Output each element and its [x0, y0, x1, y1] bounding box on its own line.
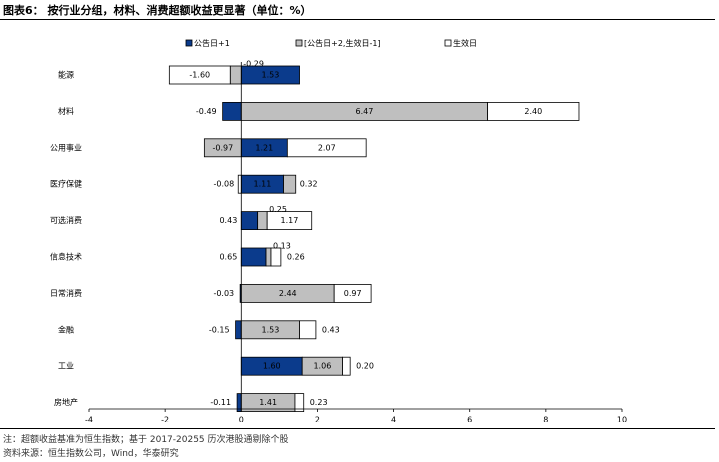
category-label: 金融	[58, 324, 74, 334]
data-label: 0.25	[269, 205, 287, 214]
category-label: 能源	[58, 70, 74, 80]
bar-segment	[283, 174, 297, 194]
bar-segment	[270, 247, 282, 267]
bar-segment	[265, 247, 272, 267]
data-label: 2.07	[318, 143, 336, 152]
data-label: -0.29	[243, 60, 264, 69]
x-tick-label: 0	[239, 416, 244, 423]
data-label: -0.08	[214, 180, 235, 189]
bar-segment	[342, 356, 351, 376]
category-label: 材料	[58, 106, 74, 116]
data-label: 6.47	[356, 107, 374, 116]
category-label: 工业	[58, 361, 74, 371]
data-label: -1.60	[189, 71, 210, 80]
title-divider	[0, 19, 715, 20]
data-label: 0.43	[219, 216, 237, 225]
data-label: 1.06	[313, 362, 331, 371]
data-label: 0.65	[219, 253, 237, 262]
x-tick-label: 10	[617, 416, 627, 423]
data-label: -0.97	[212, 143, 233, 152]
x-tick-label: 2	[315, 416, 320, 423]
data-label: 1.17	[281, 216, 299, 225]
category-label: 可选消费	[50, 215, 82, 225]
category-label: 房地产	[54, 397, 78, 407]
data-label: 0.20	[356, 362, 374, 371]
legend-swatch	[444, 39, 452, 47]
bar-segment	[168, 65, 231, 85]
data-label: 1.60	[263, 362, 281, 371]
data-label: 0.97	[344, 289, 362, 298]
data-label: 0.26	[287, 253, 305, 262]
category-label: 日常消费	[50, 288, 82, 298]
x-tick-label: -4	[85, 416, 93, 423]
x-tick-label: 8	[543, 416, 548, 423]
data-label: 0.13	[273, 242, 291, 251]
bar-segment	[266, 211, 313, 231]
data-label: 1.53	[262, 325, 280, 334]
data-label: 1.21	[255, 143, 273, 152]
data-label: -0.03	[213, 289, 234, 298]
bar-segment	[299, 320, 317, 340]
title-bar: 图表6： 按行业分组，材料、消费超额收益更显著（单位：%）	[0, 0, 719, 18]
category-label: 信息技术	[50, 252, 82, 262]
bar-segment	[286, 138, 367, 158]
bar-segment	[229, 65, 242, 85]
source-note: 资料来源：恒生指数公司，Wind，华泰研究	[3, 449, 179, 459]
bar-segment	[487, 102, 580, 121]
data-label: 2.44	[279, 289, 297, 298]
data-label: -0.49	[196, 107, 217, 116]
legend-label: [公告日+2,生效日-1]	[304, 38, 381, 48]
data-label: -0.11	[210, 398, 231, 407]
data-label: 0.23	[310, 398, 328, 407]
data-label: 1.11	[254, 180, 272, 189]
data-label: 0.43	[322, 325, 340, 334]
data-label: 1.41	[259, 398, 277, 407]
category-label: 医疗保健	[50, 179, 82, 189]
bar-segment	[294, 393, 305, 413]
bar-segment	[333, 283, 372, 303]
x-tick-label: 6	[467, 416, 472, 423]
bar-segment	[237, 174, 242, 194]
bar-segment	[235, 320, 242, 340]
data-label: -0.15	[209, 325, 230, 334]
category-label: 公用事业	[50, 142, 82, 152]
bar-segment	[257, 211, 268, 231]
data-label: 1.53	[262, 71, 280, 80]
footnote: 注：超额收益基准为恒生指数；基于 2017-20255 历次港股通剔除个股	[3, 435, 289, 445]
bar-segment	[240, 211, 259, 231]
footer-divider	[0, 428, 715, 429]
x-tick-label: -2	[161, 416, 169, 423]
x-tick-label: 4	[391, 416, 396, 423]
data-label: 2.40	[524, 107, 542, 116]
figure-title: 图表6： 按行业分组，材料、消费超额收益更显著（单位：%）	[3, 4, 312, 17]
data-label: 0.32	[300, 180, 318, 189]
bar-segment	[222, 102, 242, 121]
legend-swatch	[295, 39, 303, 47]
legend-label: 公告日+1	[194, 38, 230, 48]
legend-swatch	[185, 39, 193, 47]
legend-label: 生效日	[453, 38, 477, 48]
bar-segment	[240, 247, 267, 267]
